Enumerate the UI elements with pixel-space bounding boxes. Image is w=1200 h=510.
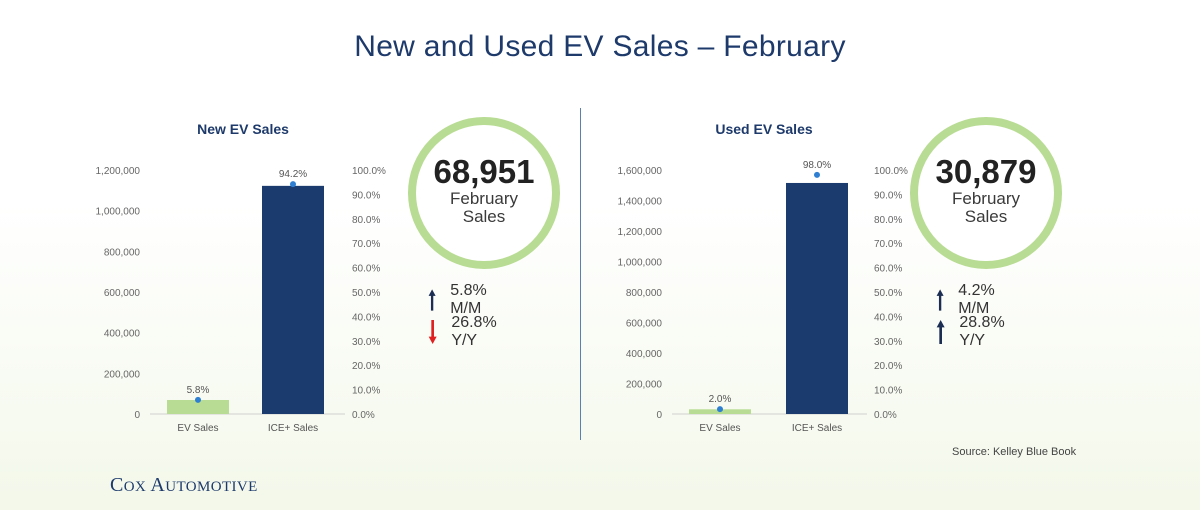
up-arrow-icon: [936, 289, 944, 311]
y2-tick-label: 20.0%: [874, 361, 902, 372]
share-point: [814, 171, 820, 178]
used-ev-sales-circle: 30,879 February Sales: [910, 117, 1062, 269]
y-tick-label: 600,000: [104, 288, 141, 299]
used-ev-mm-text: 4.2% M/M: [958, 282, 995, 317]
up-arrow-icon: [936, 320, 945, 344]
page-title: New and Used EV Sales – February: [354, 30, 846, 63]
y-tick-label: 800,000: [626, 288, 663, 299]
share-point: [290, 181, 296, 188]
y-tick-label: 0: [656, 410, 662, 421]
up-arrow-icon: [428, 289, 436, 311]
y2-tick-label: 70.0%: [874, 239, 902, 250]
y2-tick-label: 80.0%: [874, 215, 902, 226]
y-tick-label: 1,000,000: [96, 207, 141, 218]
y2-tick-label: 60.0%: [352, 264, 380, 275]
new-ev-yy-stat: 26.8% Y/Y: [428, 314, 501, 350]
ice-sales-bar: [786, 182, 848, 414]
y-tick-label: 800,000: [104, 247, 141, 258]
y2-tick-label: 40.0%: [874, 312, 902, 323]
y-tick-label: 1,600,000: [618, 166, 663, 177]
y-tick-label: 1,200,000: [618, 227, 663, 238]
y-tick-label: 1,400,000: [618, 197, 663, 208]
cox-automotive-logo: COX AUTOMOTIVE: [110, 474, 258, 496]
y2-tick-label: 80.0%: [352, 215, 380, 226]
y2-tick-label: 0.0%: [874, 410, 897, 421]
share-point: [717, 406, 723, 413]
y2-tick-label: 100.0%: [352, 166, 386, 177]
chart-title: Used EV Sales: [715, 121, 812, 137]
y-tick-label: 1,200,000: [96, 166, 141, 177]
y-tick-label: 200,000: [104, 369, 141, 380]
used-ev-yy-text: 28.8% Y/Y: [959, 314, 1005, 349]
share-data-label: 94.2%: [279, 169, 307, 180]
x-tick-label: ICE+ Sales: [268, 423, 318, 434]
ice-sales-bar: [262, 185, 324, 414]
y-tick-label: 200,000: [626, 380, 663, 391]
source-note: Source: Kelley Blue Book: [952, 446, 1077, 458]
y-tick-label: 400,000: [626, 349, 663, 360]
x-tick-label: EV Sales: [177, 423, 218, 434]
y2-tick-label: 90.0%: [352, 190, 380, 201]
y2-tick-label: 50.0%: [874, 288, 902, 299]
used-ev-mm-stat: 4.2% M/M: [936, 282, 1000, 318]
share-data-label: 5.8%: [187, 385, 210, 396]
used-ev-sales-chart: Used EV Sales 0 200,000 400,000 600,000 800,0…: [618, 121, 909, 434]
y-tick-label: 0: [134, 410, 140, 421]
share-point: [195, 396, 201, 403]
y2-tick-label: 10.0%: [874, 386, 902, 397]
new-ev-sales-label-1: February: [449, 189, 519, 208]
new-ev-sales-label-2: Sales: [462, 207, 506, 226]
share-data-label: 98.0%: [803, 160, 831, 171]
used-ev-sales-value: 30,879: [935, 153, 1037, 190]
y-tick-label: 400,000: [104, 329, 141, 340]
used-ev-yy-stat: 28.8% Y/Y: [936, 314, 1009, 350]
y-tick-label: 600,000: [626, 319, 663, 330]
new-ev-sales-circle: 68,951 February Sales: [408, 117, 560, 269]
new-ev-mm-stat: 5.8% M/M: [428, 282, 492, 318]
ev-sales-bar: [167, 399, 229, 414]
panel-divider: [580, 108, 581, 440]
y2-tick-label: 60.0%: [874, 264, 902, 275]
used-ev-sales-label-2: Sales: [964, 207, 1008, 226]
y2-tick-label: 50.0%: [352, 288, 380, 299]
down-arrow-icon: [428, 320, 437, 344]
y2-tick-label: 30.0%: [352, 337, 380, 348]
y2-tick-label: 70.0%: [352, 239, 380, 250]
y2-tick-label: 90.0%: [874, 190, 902, 201]
new-ev-yy-text: 26.8% Y/Y: [451, 314, 497, 349]
new-ev-sales-value: 68,951: [433, 153, 535, 190]
y2-tick-label: 30.0%: [874, 337, 902, 348]
y-tick-label: 1,000,000: [618, 258, 663, 269]
y2-tick-label: 0.0%: [352, 410, 375, 421]
y2-tick-label: 40.0%: [352, 312, 380, 323]
y2-tick-label: 20.0%: [352, 361, 380, 372]
x-tick-label: ICE+ Sales: [792, 423, 842, 434]
share-data-label: 2.0%: [709, 394, 732, 405]
new-ev-mm-text: 5.8% M/M: [450, 282, 487, 317]
new-ev-sales-chart: New EV Sales 0 200,000 400,000 600,000 800,00…: [96, 121, 387, 434]
y2-tick-label: 10.0%: [352, 386, 380, 397]
y2-tick-label: 100.0%: [874, 166, 908, 177]
chart-title: New EV Sales: [197, 121, 289, 137]
x-tick-label: EV Sales: [699, 423, 740, 434]
used-ev-sales-label-1: February: [951, 189, 1021, 208]
